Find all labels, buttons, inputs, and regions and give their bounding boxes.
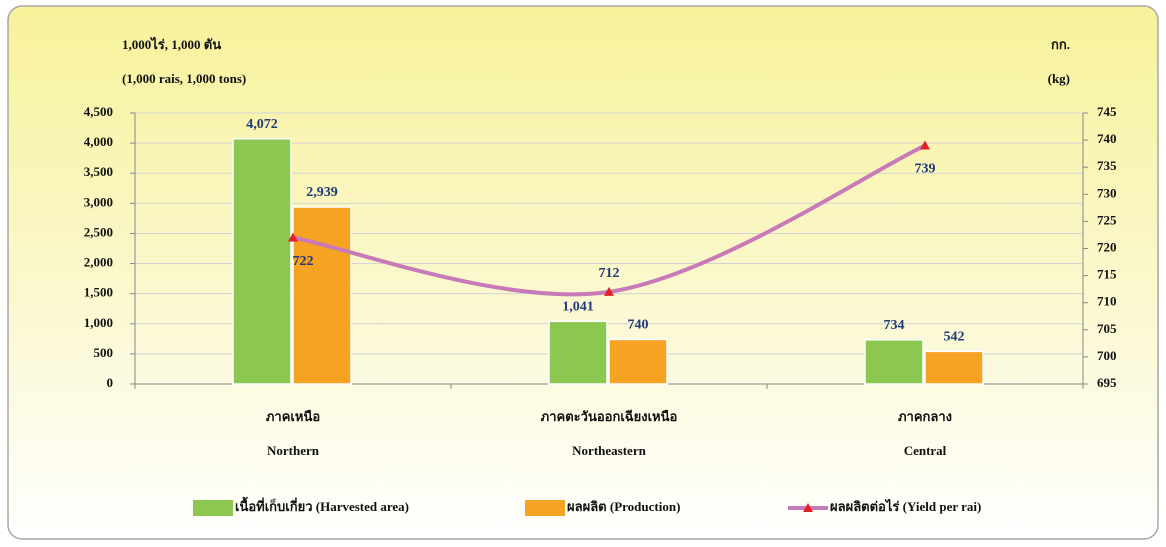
data-label: 740: [628, 318, 649, 333]
y-tick-label: 2,500: [84, 224, 113, 239]
legend-label: ผลผลิตต่อไร่ (Yield per rai): [830, 498, 981, 514]
y2-tick-label: 705: [1097, 321, 1117, 336]
data-label: 1,041: [562, 300, 594, 315]
legend-swatch: [193, 500, 233, 516]
y-tick-label: 1,000: [84, 315, 113, 330]
marker: [920, 140, 930, 150]
x-tick-label: ภาคกลาง: [898, 409, 952, 424]
x-tick-label: Central: [904, 443, 947, 458]
y-tick-label: 3,500: [84, 164, 113, 179]
y2-tick-label: 710: [1097, 294, 1117, 309]
legend-label: ผลผลิต (Production): [567, 499, 680, 514]
y-tick-label: 4,500: [84, 104, 113, 119]
y-tick-label: 1,500: [84, 285, 113, 300]
y-tick-label: 2,000: [84, 255, 113, 270]
background: [7, 5, 1159, 540]
x-tick-label: Northeastern: [572, 443, 646, 458]
x-tick-label: ภาคเหนือ: [266, 409, 320, 424]
y2-tick-label: 720: [1097, 239, 1117, 254]
y2-tick-label: 735: [1097, 158, 1117, 173]
bar: [548, 320, 608, 385]
bar: [924, 350, 984, 385]
data-label: 712: [599, 266, 620, 281]
y-axis-label: 1,000ไร่, 1,000 ตัน: [122, 36, 221, 52]
bar: [608, 338, 668, 385]
y-tick-label: 3,000: [84, 194, 113, 209]
marker: [288, 232, 298, 242]
data-label: 734: [884, 318, 905, 333]
y2-tick-label: 725: [1097, 212, 1117, 227]
y2-tick-label: 730: [1097, 185, 1117, 200]
data-label: 739: [915, 162, 936, 177]
y2-axis-label: กก.: [1051, 37, 1070, 52]
y2-tick-label: 700: [1097, 348, 1117, 363]
marker: [604, 286, 614, 296]
data-label: 2,939: [306, 185, 338, 200]
x-tick-label: Northern: [267, 443, 320, 458]
y-tick-label: 500: [94, 345, 114, 360]
bar: [292, 206, 352, 385]
bar: [232, 138, 292, 385]
y2-tick-label: 695: [1097, 375, 1117, 390]
legend-swatch: [525, 500, 565, 516]
y-tick-label: 0: [107, 375, 114, 390]
y-axis-label: (1,000 rais, 1,000 tons): [122, 71, 246, 86]
bar: [864, 339, 924, 385]
y2-tick-label: 740: [1097, 131, 1117, 146]
y2-axis-label: (kg): [1048, 71, 1070, 86]
y2-tick-label: 715: [1097, 267, 1117, 282]
legend-marker: [803, 503, 813, 512]
legend-label: เนื้อที่เก็บเกี่ยว (Harvested area): [235, 496, 409, 514]
data-label: 4,072: [246, 117, 278, 132]
y-tick-label: 4,000: [84, 134, 113, 149]
data-label: 542: [944, 330, 965, 345]
y2-tick-label: 745: [1097, 104, 1117, 119]
x-tick-label: ภาคตะวันออกเฉียงเหนือ: [541, 409, 678, 424]
data-label: 722: [293, 254, 314, 269]
